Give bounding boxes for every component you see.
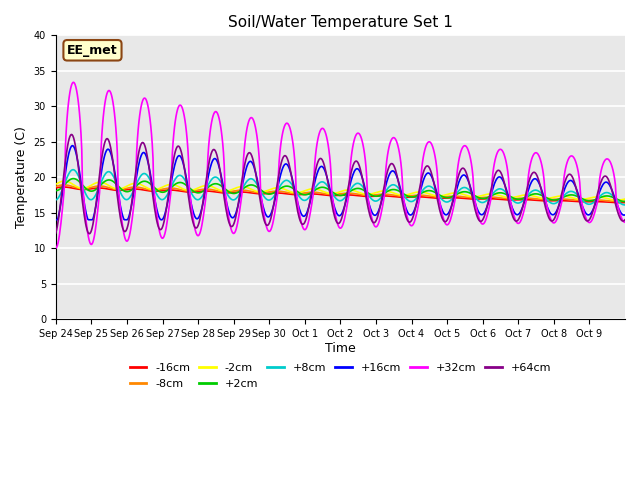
Text: EE_met: EE_met <box>67 44 118 57</box>
Y-axis label: Temperature (C): Temperature (C) <box>15 126 28 228</box>
Legend: -16cm, -8cm, -2cm, +2cm, +8cm, +16cm, +32cm, +64cm: -16cm, -8cm, -2cm, +2cm, +8cm, +16cm, +3… <box>125 359 556 393</box>
X-axis label: Time: Time <box>325 342 356 355</box>
Title: Soil/Water Temperature Set 1: Soil/Water Temperature Set 1 <box>228 15 453 30</box>
